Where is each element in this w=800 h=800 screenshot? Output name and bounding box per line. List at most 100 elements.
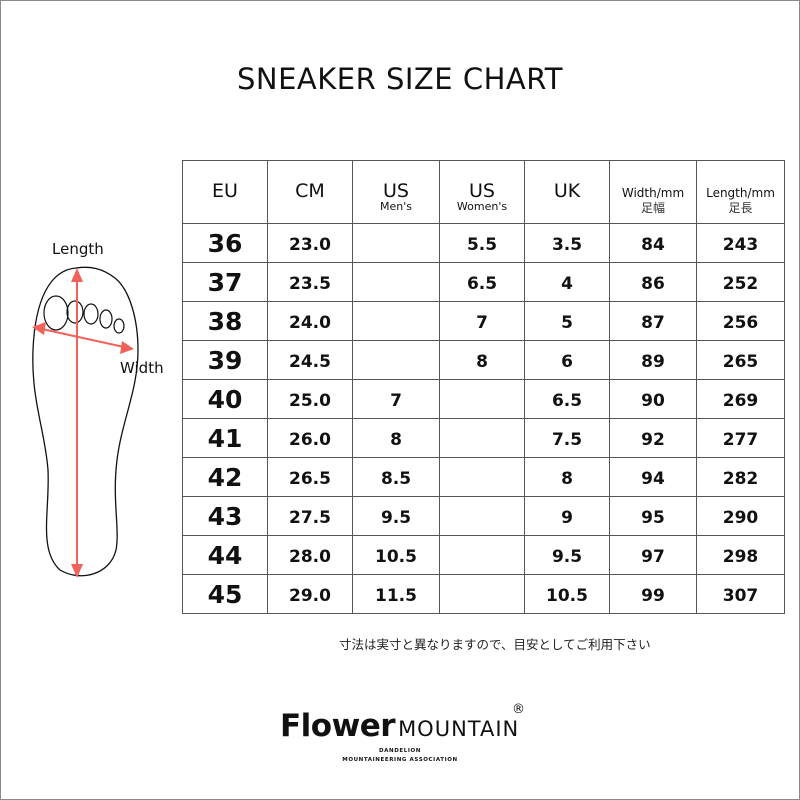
table-cell: 5 (524, 301, 610, 341)
table-cell: 277 (696, 418, 785, 458)
table-cell: 84 (609, 223, 697, 263)
header-label: EU (212, 180, 238, 202)
table-cell: 45 (182, 574, 268, 614)
table-cell: 86 (609, 262, 697, 302)
table-cell: 8 (439, 340, 525, 380)
table-cell: 11.5 (352, 574, 440, 614)
table-cell: 28.0 (267, 535, 353, 575)
registered-mark: ® (512, 702, 525, 717)
table-row: 44 28.0 10.5 9.5 97 298 (182, 535, 785, 575)
foot-diagram (32, 266, 139, 578)
header-sublabel: 足長 (728, 201, 753, 215)
table-cell: 29.0 (267, 574, 353, 614)
toe-3 (83, 303, 99, 325)
column-header: CM (267, 160, 353, 224)
table-cell (439, 379, 525, 419)
table-row: 38 24.0 7 5 87 256 (182, 301, 785, 341)
header-sublabel: Men's (380, 200, 412, 213)
page-title: SNEAKER SIZE CHART (237, 62, 563, 96)
length-label: Length (52, 240, 104, 258)
table-cell: 7 (439, 301, 525, 341)
table-cell: 90 (609, 379, 697, 419)
column-header: UK (524, 160, 610, 224)
header-label: Width/mm (621, 186, 685, 200)
table-cell: 252 (696, 262, 785, 302)
column-header: EU (182, 160, 268, 224)
header-sublabel: Women's (456, 200, 508, 213)
table-cell: 7 (352, 379, 440, 419)
table-cell: 27.5 (267, 496, 353, 536)
table-cell: 23.0 (267, 223, 353, 263)
width-arrowhead-left (32, 322, 46, 335)
header-label: US (383, 180, 409, 202)
foot-outline (32, 266, 139, 577)
header-sublabel: 足幅 (640, 201, 665, 215)
disclaimer-note: 寸法は実寸と異なりますので、目安としてご利用下さい (339, 637, 651, 652)
table-cell: 44 (182, 535, 268, 575)
length-arrowhead-bottom (71, 564, 83, 578)
table-cell: 6.5 (524, 379, 610, 419)
table-cell: 9.5 (524, 535, 610, 575)
table-cell (439, 574, 525, 614)
table-cell: 23.5 (267, 262, 353, 302)
logo-word-flower: Flower (280, 708, 396, 744)
table-cell: 26.0 (267, 418, 353, 458)
table-cell: 8.5 (352, 457, 440, 497)
table-cell: 10.5 (352, 535, 440, 575)
table-cell: 3.5 (524, 223, 610, 263)
table-cell: 8 (352, 418, 440, 458)
table-cell: 24.0 (267, 301, 353, 341)
header-label: UK (553, 180, 581, 202)
table-cell: 24.5 (267, 340, 353, 380)
table-cell: 41 (182, 418, 268, 458)
table-cell: 243 (696, 223, 785, 263)
width-label: Width (120, 359, 164, 377)
column-header: US Women's (439, 160, 525, 224)
width-arrowhead-right (120, 341, 134, 354)
header-label: US (469, 180, 495, 202)
table-cell: 7.5 (524, 418, 610, 458)
table-cell: 307 (696, 574, 785, 614)
table-cell: 6.5 (439, 262, 525, 302)
width-arrow (41, 328, 125, 348)
column-header: US Men's (352, 160, 440, 224)
table-cell: 87 (609, 301, 697, 341)
toe-5 (113, 318, 125, 334)
table-cell (352, 301, 440, 341)
logo-tagline-1: DANDELION (379, 748, 421, 754)
column-header: Width/mm 足幅 (609, 160, 697, 224)
table-row: 41 26.0 8 7.5 92 277 (182, 418, 785, 458)
table-row: 37 23.5 6.5 4 86 252 (182, 262, 785, 302)
table-cell: 97 (609, 535, 697, 575)
table-cell: 269 (696, 379, 785, 419)
column-header: Length/mm 足長 (696, 160, 785, 224)
table-row: 36 23.0 5.5 3.5 84 243 (182, 223, 785, 263)
table-cell: 37 (182, 262, 268, 302)
table-cell: 92 (609, 418, 697, 458)
table-cell: 95 (609, 496, 697, 536)
table-cell: 265 (696, 340, 785, 380)
table-cell (439, 535, 525, 575)
table-row: 43 27.5 9.5 9 95 290 (182, 496, 785, 536)
table-cell (439, 496, 525, 536)
table-cell (439, 457, 525, 497)
table-row: 40 25.0 7 6.5 90 269 (182, 379, 785, 419)
table-cell: 43 (182, 496, 268, 536)
logo-word-mountain: MOUNTAIN (398, 717, 520, 741)
table-cell: 25.0 (267, 379, 353, 419)
table-cell: 36 (182, 223, 268, 263)
size-chart-table: EU CM US Men's US Women's UK Width/mm 足幅 Length/m… (182, 160, 785, 614)
table-cell: 10.5 (524, 574, 610, 614)
table-cell: 298 (696, 535, 785, 575)
toe-1 (43, 295, 69, 331)
table-cell: 256 (696, 301, 785, 341)
header-label: Length/mm (706, 186, 775, 200)
table-cell: 9 (524, 496, 610, 536)
length-arrowhead-top (71, 268, 83, 282)
table-cell (352, 223, 440, 263)
toe-2 (66, 300, 84, 324)
table-cell: 290 (696, 496, 785, 536)
table-cell: 42 (182, 457, 268, 497)
toe-4 (99, 309, 113, 329)
logo-tagline-2: MOUNTAINEERING ASSOCIATION (342, 757, 458, 763)
